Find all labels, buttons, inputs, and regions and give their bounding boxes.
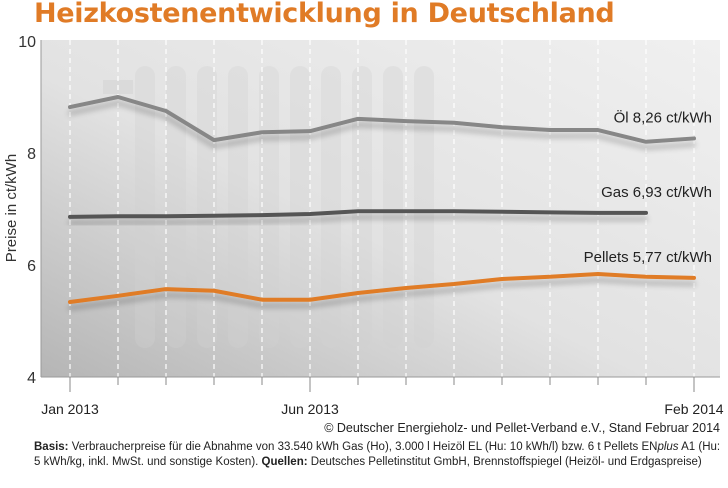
y-tick-label: 10: [18, 34, 36, 51]
radiator-fin: [290, 66, 310, 348]
x-tick-label: Feb 2014: [664, 401, 723, 417]
y-axis-label: Preise in ct/kWh: [3, 154, 20, 262]
y-tick-label: 6: [27, 258, 36, 275]
chart-title: Heizkostenentwicklung in Deutschland: [34, 0, 615, 29]
radiator-fin: [259, 66, 279, 348]
radiator-fin: [228, 66, 248, 348]
series-label: Pellets 5,77 ct/kWh: [584, 249, 712, 266]
line-chart: 4 6 8 10 Jan 2013 Jun 2013 Feb 2014 Preise in…: [3, 34, 724, 417]
radiator-fin: [321, 66, 341, 348]
footnote: Basis: Verbraucherpreise für die Abnahme…: [34, 440, 724, 469]
sources-text: Deutsches Pelletinstitut GmbH, Brennstof…: [307, 455, 702, 468]
y-tick-label: 4: [27, 370, 36, 387]
radiator-fin: [383, 66, 403, 348]
basis-italic: plus: [657, 441, 679, 453]
x-tick-label: Jan 2013: [41, 401, 99, 417]
sources-label: Quellen:: [261, 455, 308, 468]
basis-text-2: A1 (Hu: 5 kWh/kg, inkl. MwSt. und sonsti…: [34, 441, 721, 468]
series-label: Öl 8,26 ct/kWh: [614, 108, 712, 126]
radiator-fin: [135, 66, 155, 348]
radiator-fin: [352, 66, 372, 348]
radiator-fin: [414, 66, 434, 348]
radiator-fin: [197, 66, 217, 348]
series-label: Gas 6,93 ct/kWh: [601, 184, 712, 201]
basis-text: Verbraucherpreise für die Abnahme von 33…: [68, 441, 658, 453]
radiator-fin: [166, 66, 186, 348]
series-line-ol: [68, 95, 696, 144]
series-line-pellets: [68, 271, 696, 304]
plot-area: [41, 40, 720, 377]
copyright-credit: © Deutscher Energieholz- und Pellet-Verb…: [324, 421, 720, 435]
basis-label: Basis:: [34, 441, 69, 453]
x-tick-label: Jun 2013: [281, 401, 339, 417]
y-tick-label: 8: [27, 146, 36, 163]
series-line-gas: [68, 209, 648, 219]
